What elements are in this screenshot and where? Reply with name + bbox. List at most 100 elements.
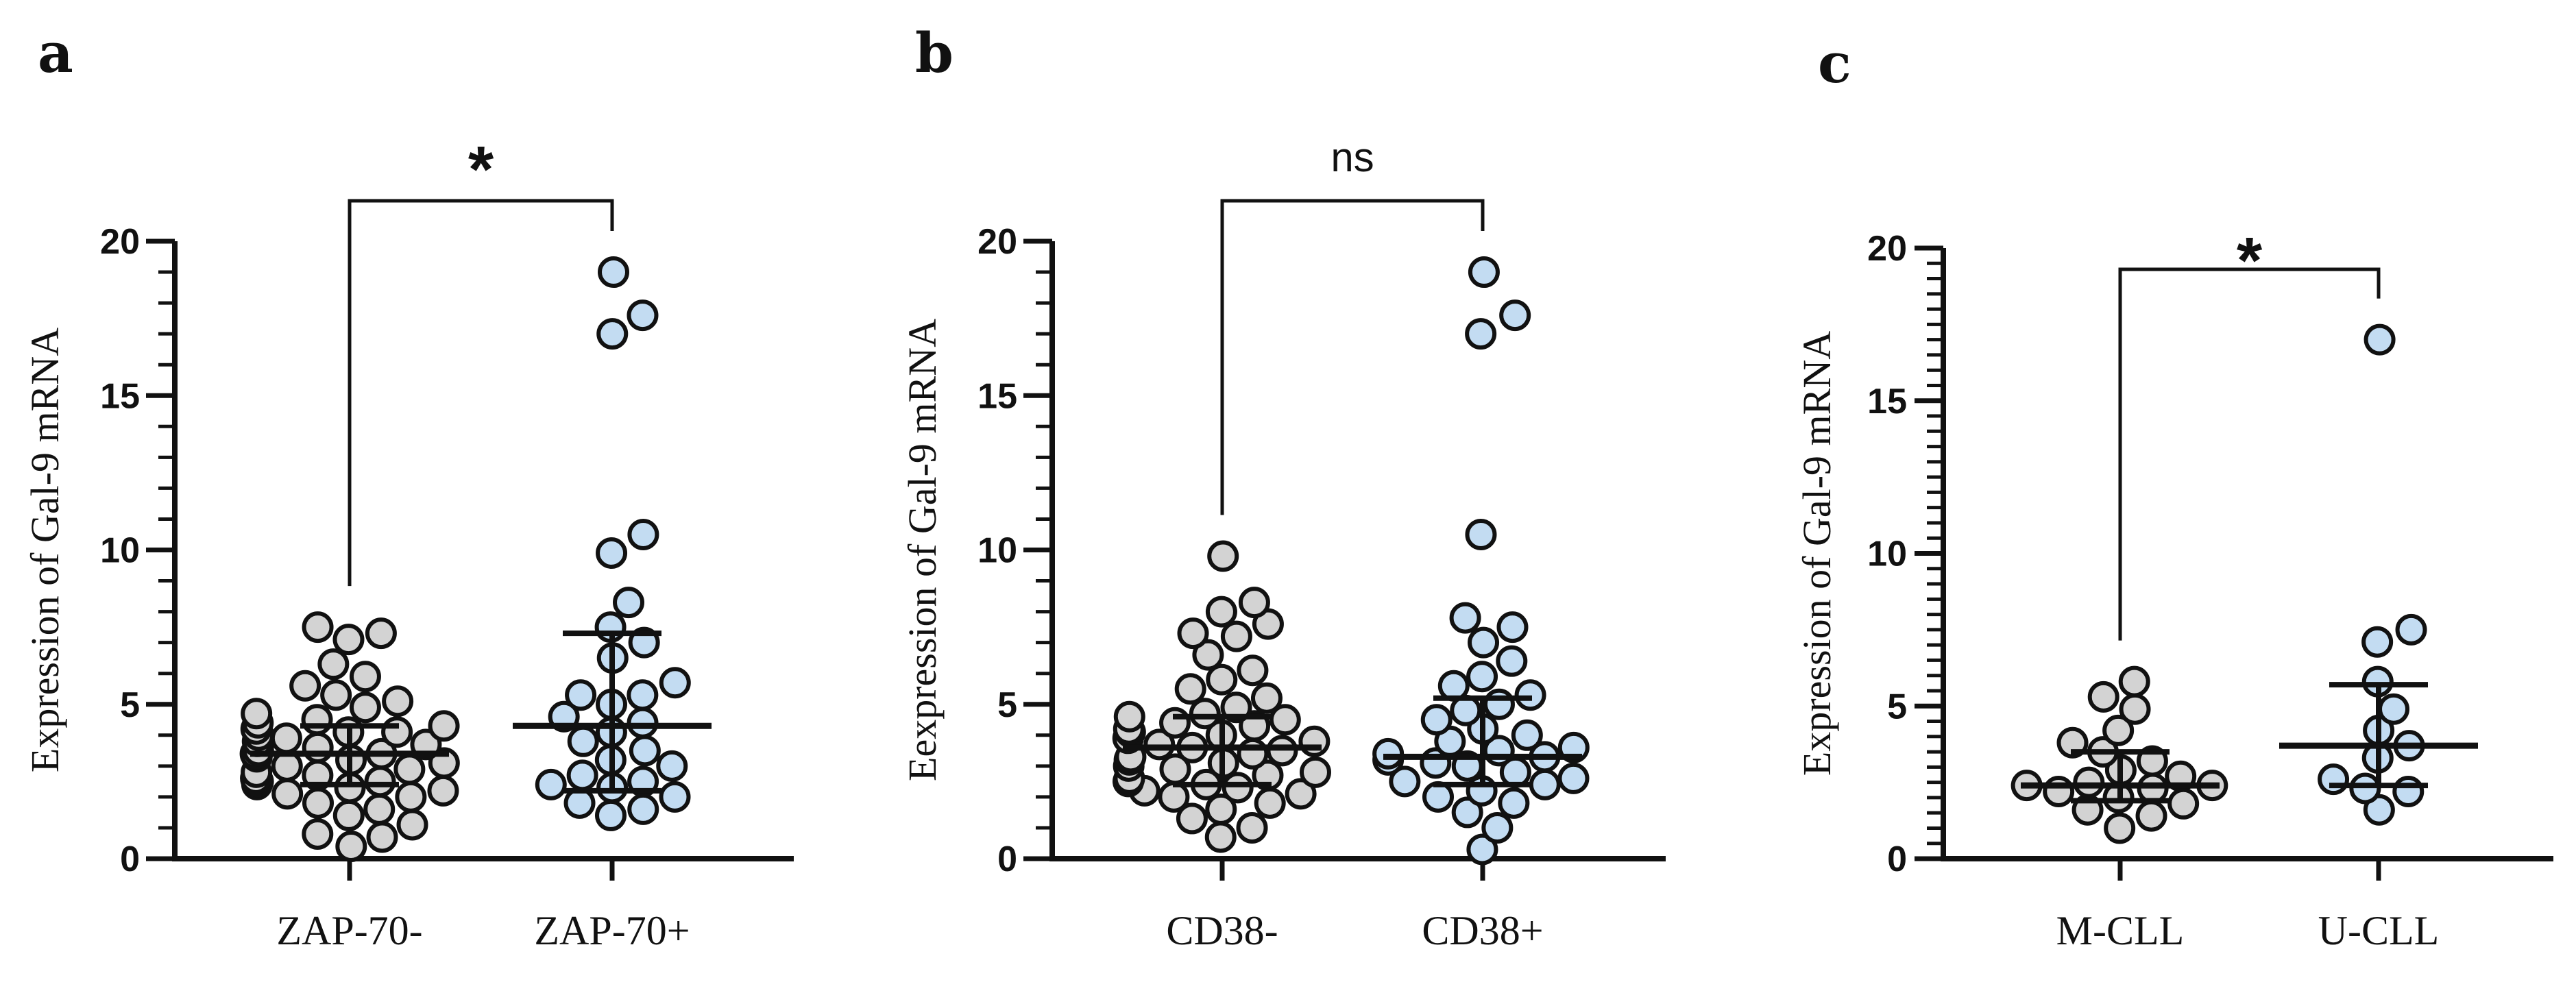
data-point <box>1498 787 1530 819</box>
data-point <box>2395 613 2427 646</box>
data-point <box>565 679 597 711</box>
significance-bracket <box>2118 267 2381 641</box>
data-point <box>1437 670 1470 702</box>
data-point <box>1496 611 1529 643</box>
data-point <box>1189 698 1221 730</box>
data-point <box>1466 833 1498 866</box>
y-tick-label: 10 <box>1867 535 1907 574</box>
data-point <box>1174 673 1206 705</box>
data-point <box>629 735 661 767</box>
y-tick-label: 5 <box>1887 687 1907 726</box>
y-tick-label: 0 <box>120 839 140 879</box>
data-point <box>1176 802 1208 835</box>
data-point <box>349 691 381 724</box>
y-tick-label: 5 <box>120 685 140 725</box>
data-point <box>2135 800 2167 832</box>
x-category-label: CD38+ <box>1422 908 1543 953</box>
data-point <box>1465 518 1497 550</box>
data-point <box>2043 775 2075 807</box>
data-point <box>382 685 414 718</box>
data-point <box>1207 540 1239 572</box>
data-point <box>395 781 427 813</box>
data-point <box>1205 596 1237 628</box>
data-point <box>2118 665 2150 698</box>
panel-c: c 0 5 10 15 20 Expression of Gal-9 mRNA M-CLL U-… <box>1795 31 2553 953</box>
data-point <box>535 768 567 800</box>
x-category-label: U-CLL <box>2318 908 2440 953</box>
data-point <box>335 830 367 862</box>
y-tick-label: 10 <box>977 531 1017 571</box>
data-point <box>1422 781 1455 813</box>
data-point <box>1420 704 1453 736</box>
data-point <box>1250 682 1283 714</box>
panel-a: a 0 5 10 15 20 Expression of Gal-9 mRNA ZAP-70-… <box>23 21 794 953</box>
data-point <box>393 753 426 785</box>
data-point <box>349 661 381 693</box>
data-point <box>1451 796 1483 829</box>
data-point <box>1499 299 1531 332</box>
data-point <box>1205 793 1237 825</box>
y-tick-label: 10 <box>100 531 140 571</box>
panel-b: b 0 5 10 15 20 Eexpression of Gal-9 mRNA CD38- C… <box>900 21 1666 953</box>
data-point <box>1449 602 1481 634</box>
data-point <box>1481 811 1514 844</box>
x-category-label: ZAP-70+ <box>534 908 690 953</box>
data-point <box>1557 762 1590 794</box>
y-tick-label: 20 <box>100 222 140 262</box>
panel-letter: c <box>1818 31 1851 95</box>
data-point <box>656 750 688 782</box>
y-tick-label: 0 <box>997 839 1017 879</box>
data-point <box>301 704 333 736</box>
data-point <box>1237 737 1269 770</box>
y-tick-label: 5 <box>997 685 1017 725</box>
significance-bracket <box>1220 199 1485 515</box>
data-point <box>2318 763 2350 796</box>
panel-letter: b <box>915 21 953 85</box>
data-point <box>2364 323 2396 356</box>
data-point <box>1298 725 1330 757</box>
data-point <box>366 821 398 853</box>
data-point <box>1468 626 1500 659</box>
data-point <box>1285 778 1317 810</box>
data-point <box>270 722 302 755</box>
data-point <box>1159 707 1191 739</box>
panel-letter: a <box>38 21 73 85</box>
data-point <box>1206 663 1238 696</box>
data-point <box>302 611 334 643</box>
data-point <box>627 518 659 550</box>
data-point <box>271 778 304 810</box>
data-point <box>1299 756 1331 788</box>
data-point <box>396 809 428 841</box>
data-point <box>596 318 629 350</box>
y-tick-label: 15 <box>100 376 140 416</box>
significance-bracket <box>348 199 614 587</box>
data-point <box>428 710 460 742</box>
data-point <box>1466 661 1498 693</box>
data-point <box>1468 256 1500 289</box>
data-point <box>2104 812 2136 844</box>
data-point <box>364 765 396 798</box>
y-tick-label: 15 <box>1867 382 1907 421</box>
data-point <box>1204 821 1237 853</box>
data-point <box>563 787 596 819</box>
y-tick-label: 15 <box>977 376 1017 416</box>
data-point <box>627 707 659 739</box>
y-tick-label: 0 <box>1887 839 1907 879</box>
x-category-label: ZAP-70- <box>276 908 422 953</box>
data-point <box>1143 728 1176 761</box>
data-point <box>627 679 659 711</box>
data-point <box>1254 787 1286 819</box>
data-point <box>365 617 397 650</box>
data-point <box>659 667 691 699</box>
data-point <box>2363 794 2395 826</box>
significance-label: ns <box>1330 134 1374 180</box>
data-point <box>2119 693 2151 725</box>
data-point <box>1113 700 1145 733</box>
data-point <box>2167 787 2200 820</box>
data-point <box>566 759 598 792</box>
data-point <box>1372 737 1405 770</box>
data-point <box>381 716 413 748</box>
significance-label: * <box>2237 224 2263 297</box>
data-point <box>1529 768 1561 800</box>
data-point <box>659 781 691 813</box>
